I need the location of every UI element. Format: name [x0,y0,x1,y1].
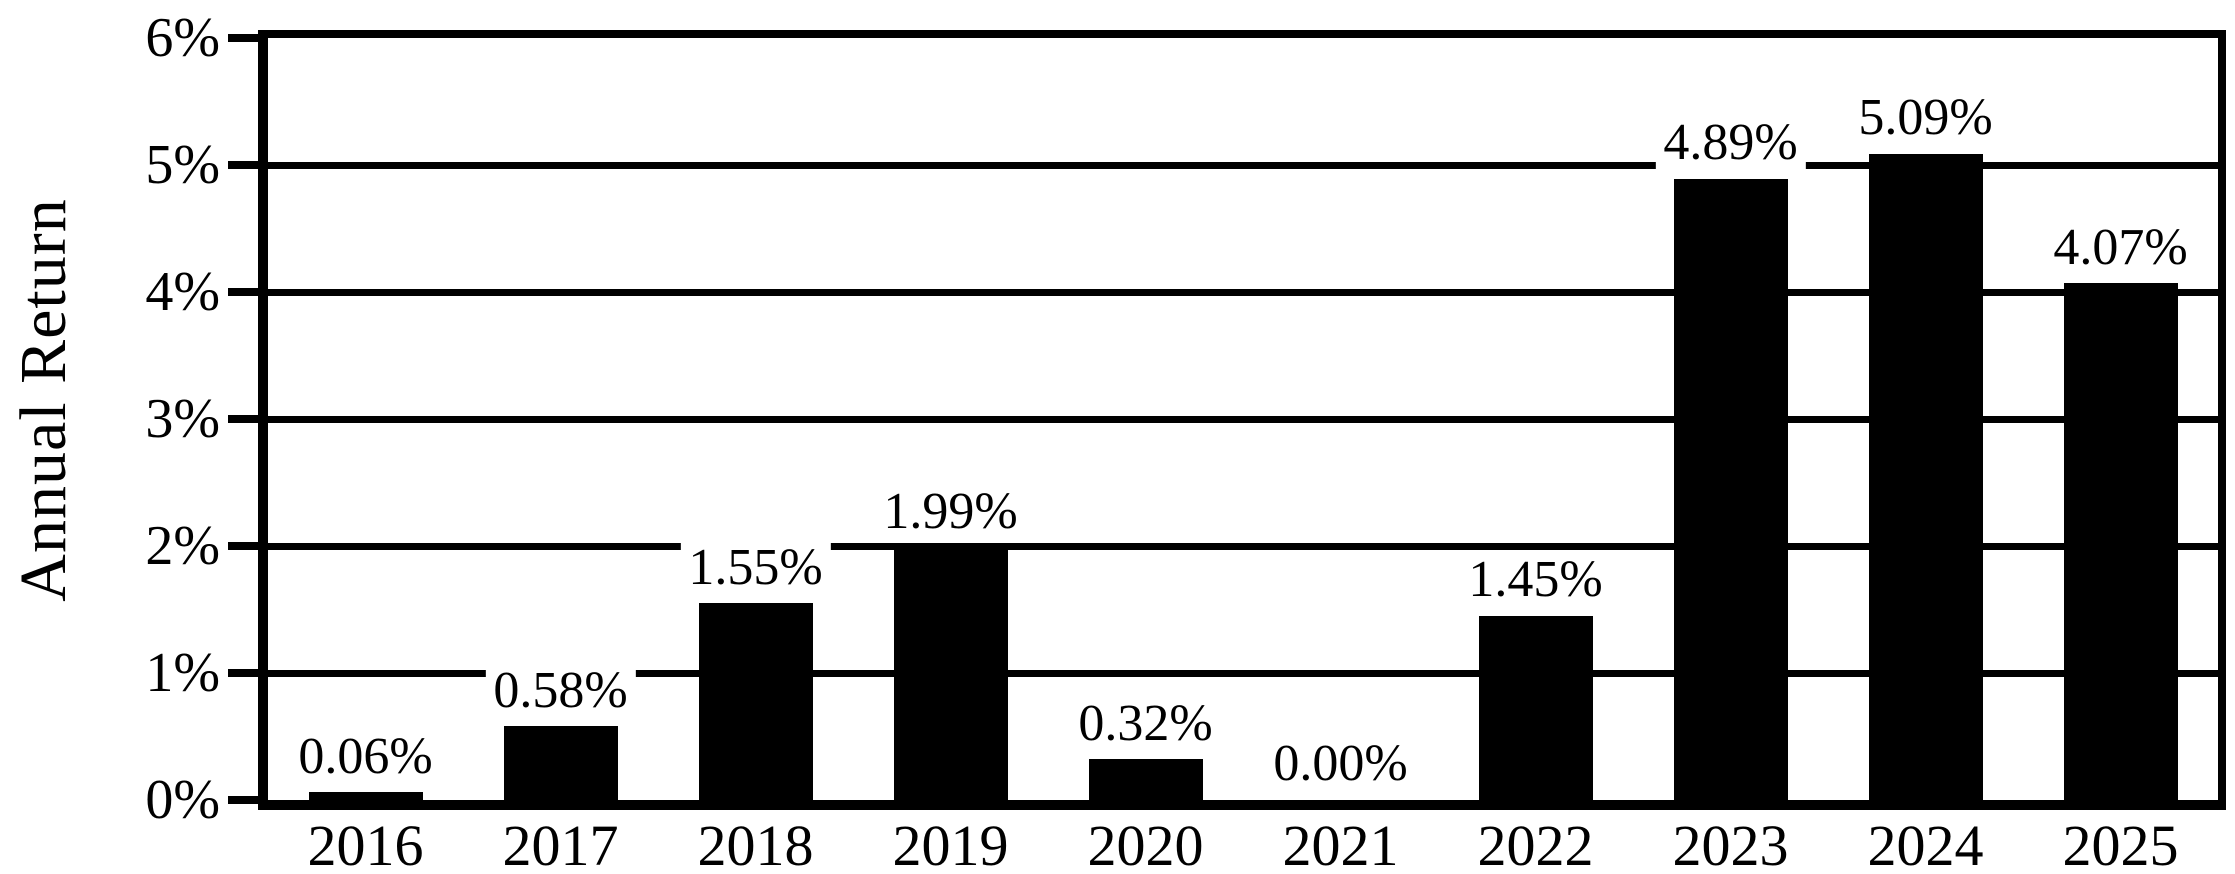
bar-2019 [893,547,1008,800]
y-axis-tick [228,669,258,677]
bar-value-label-2024: 5.09% [1850,90,2001,146]
gridline-3 [268,415,2218,423]
y-axis-tick [228,415,258,423]
x-tick-label-2019: 2019 [892,813,1009,874]
gridline-2 [268,542,2218,550]
x-tick-label-2016: 2016 [307,813,424,874]
x-tick-label-2017: 2017 [502,813,619,874]
x-tick-label-2025: 2025 [2062,813,2179,874]
gridline-4 [268,288,2218,296]
y-axis-tick [228,34,258,42]
bar-2017 [503,726,618,800]
bar-value-label-2017: 0.58% [485,663,636,719]
bar-2016 [308,792,423,800]
bar-value-label-2019: 1.99% [875,484,1026,540]
y-axis-tick [228,796,258,804]
y-axis-tick [228,161,258,169]
y-axis-tick [228,542,258,550]
y-tick-label: 5% [145,134,220,196]
x-tick-label-2024: 2024 [1867,813,1984,874]
gridline-1 [268,669,2218,677]
y-tick-label: 0% [145,769,220,831]
x-tick-label-2020: 2020 [1087,813,1204,874]
plot-area: 0.06% 0.58% 1.55% 1.99% 0.32% 0.00% 1.45% 4.89%… [258,30,2226,810]
bar-value-label-2023: 4.89% [1655,116,1806,171]
bar-value-label-2018: 1.55% [680,540,831,596]
y-axis-tick [228,288,258,296]
bar-2020 [1088,759,1203,800]
bar-value-label-2016: 0.06% [290,729,441,785]
x-tick-label-2022: 2022 [1477,813,1594,874]
x-tick-label-2023: 2023 [1672,813,1789,874]
bar-value-label-2020: 0.32% [1070,696,1221,752]
y-tick-label: 3% [145,388,220,450]
y-tick-label: 2% [145,515,220,577]
y-tick-label: 6% [145,7,220,69]
x-tick-label-2018: 2018 [697,813,814,874]
bar-value-label-2025: 4.07% [2045,220,2196,276]
y-tick-label: 4% [145,261,220,323]
bar-value-label-2022: 1.45% [1460,553,1611,608]
bar-2025 [2063,283,2178,800]
bar-2024 [1868,153,1983,800]
y-tick-label: 1% [145,642,220,704]
bar-2022 [1478,615,1593,800]
gridline-5 [268,161,2218,169]
bar-2023 [1673,178,1788,800]
bar-value-label-2021: 0.00% [1265,737,1416,792]
x-tick-label-2021: 2021 [1282,813,1399,874]
bar-2018 [698,603,813,800]
